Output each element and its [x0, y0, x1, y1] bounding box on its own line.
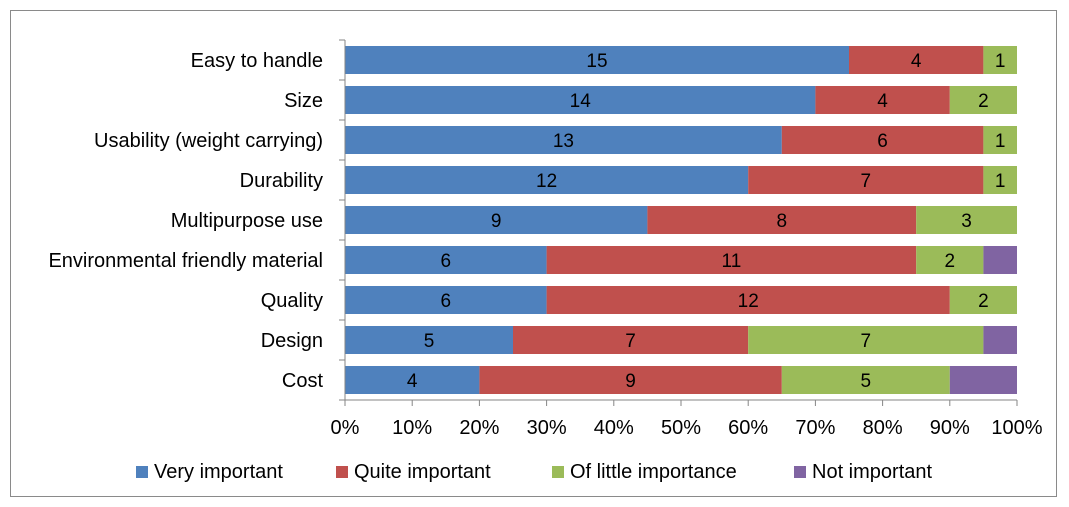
category-label: Usability (weight carrying) [94, 130, 323, 152]
bar-segment [345, 286, 547, 314]
bar-segment [849, 46, 984, 74]
bar-value-label: 9 [491, 211, 502, 232]
legend-label: Very important [154, 461, 283, 483]
bar-segment [345, 326, 513, 354]
legend-swatch [552, 466, 564, 478]
bar-value-label: 2 [945, 251, 956, 272]
bar-value-label: 5 [424, 331, 435, 352]
bar-segment [748, 166, 984, 194]
bar-segment [983, 326, 1017, 354]
bar-segment [983, 126, 1017, 154]
bar-value-label: 4 [911, 51, 922, 72]
bar-segment [781, 126, 984, 154]
bar-segment [345, 166, 749, 194]
bar-segment [815, 86, 950, 114]
bar-value-label: 8 [777, 211, 788, 232]
legend-swatch [136, 466, 148, 478]
category-label: Design [261, 330, 323, 352]
bar-value-label: 3 [961, 211, 972, 232]
legend-label: Of little importance [570, 461, 737, 483]
bar-segment [949, 86, 1017, 114]
bar-value-label: 6 [877, 131, 888, 152]
x-tick-label: 80% [863, 417, 903, 439]
bar-segment [983, 246, 1017, 274]
bar-segment [479, 366, 782, 394]
bar-segment [748, 326, 984, 354]
bar-segment [983, 166, 1017, 194]
x-tick-label: 0% [331, 417, 360, 439]
bar-segment [983, 46, 1017, 74]
category-label: Easy to handle [191, 50, 323, 72]
bar-value-label: 15 [586, 51, 607, 72]
legend-swatch [794, 466, 806, 478]
bar-value-label: 7 [625, 331, 636, 352]
bar-value-label: 13 [553, 131, 574, 152]
category-label: Environmental friendly material [48, 250, 323, 272]
bar-value-label: 4 [877, 91, 888, 112]
bar-value-label: 1 [995, 51, 1006, 72]
bar-value-label: 1 [995, 131, 1006, 152]
legend-label: Quite important [354, 461, 491, 483]
bar-segment [345, 86, 816, 114]
category-label: Size [284, 90, 323, 112]
bar-segment [345, 246, 547, 274]
bar-value-label: 2 [978, 291, 989, 312]
category-label: Multipurpose use [171, 210, 323, 232]
bar-value-label: 12 [536, 171, 557, 192]
bar-value-label: 1 [995, 171, 1006, 192]
bar-value-label: 7 [861, 331, 872, 352]
bar-segment [345, 126, 782, 154]
x-tick-label: 100% [991, 417, 1042, 439]
bar-value-label: 11 [722, 251, 742, 272]
bar-segment [546, 286, 950, 314]
legend-label: Not important [812, 461, 932, 483]
x-tick-label: 40% [594, 417, 634, 439]
category-label: Quality [261, 290, 323, 312]
x-tick-label: 90% [930, 417, 970, 439]
bar-segment [916, 246, 984, 274]
bar-value-label: 6 [441, 291, 452, 312]
bar-segment [513, 326, 749, 354]
x-tick-label: 50% [661, 417, 701, 439]
x-tick-label: 30% [527, 417, 567, 439]
bar-value-label: 4 [407, 371, 418, 392]
legend-swatch [336, 466, 348, 478]
x-tick-label: 10% [392, 417, 432, 439]
bar-segment [647, 206, 917, 234]
bar-segment [781, 366, 950, 394]
bar-segment [345, 46, 849, 74]
bar-value-label: 5 [861, 371, 872, 392]
category-label: Durability [240, 170, 323, 192]
bar-segment [345, 206, 648, 234]
bar-value-label: 6 [441, 251, 452, 272]
x-tick-label: 70% [795, 417, 835, 439]
bar-segment [345, 366, 480, 394]
bar-segment [949, 286, 1017, 314]
bar-value-label: 7 [861, 171, 872, 192]
bar-segment [916, 206, 1017, 234]
x-tick-label: 60% [728, 417, 768, 439]
bar-value-label: 9 [625, 371, 636, 392]
bar-segment [546, 246, 917, 274]
bar-value-label: 14 [570, 91, 592, 112]
bar-segment [949, 366, 1017, 394]
category-label: Cost [282, 370, 324, 392]
bar-value-label: 12 [738, 291, 759, 312]
x-tick-label: 20% [459, 417, 499, 439]
bar-value-label: 2 [978, 91, 989, 112]
